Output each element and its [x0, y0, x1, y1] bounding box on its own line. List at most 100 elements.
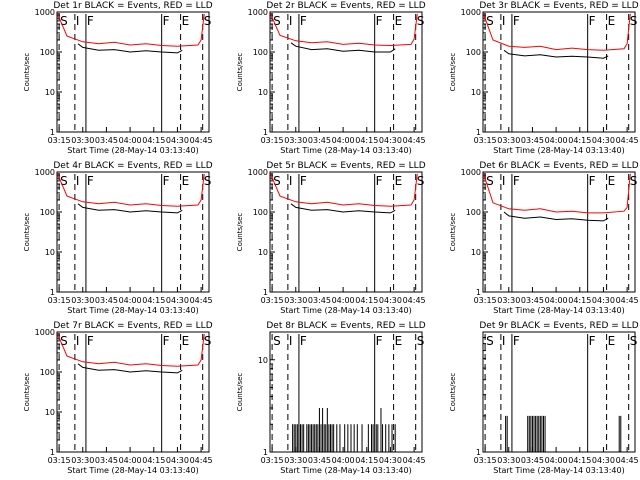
- x-tick-label: 04:45: [403, 136, 426, 145]
- series-line-events: [503, 49, 609, 59]
- plot-frame: [269, 11, 423, 133]
- x-tick-label: 03:30: [284, 136, 307, 145]
- y-tick-label: 100: [40, 368, 55, 377]
- y-axis-label: Counts/sec: [23, 53, 31, 92]
- panel-det-5: Det 5r BLACK = Events, RED = LLD 1 10 100 10…: [236, 161, 426, 315]
- x-tick-label: 04:15: [142, 456, 165, 465]
- plot-frame: [56, 171, 210, 293]
- y-tick-label: 1000: [248, 8, 268, 17]
- event-marker-label: S: [204, 334, 212, 348]
- y-tick-label: 10: [471, 88, 481, 97]
- plot-frame: [269, 171, 423, 293]
- x-tick-label: 03:30: [71, 296, 94, 305]
- event-marker-label: E: [182, 334, 190, 348]
- x-tick-label: 04:30: [592, 456, 615, 465]
- plot-frame: [482, 11, 636, 133]
- event-marker-label: F: [589, 334, 596, 348]
- x-axis-label: Start Time (28-May-14 03:13:40): [280, 466, 411, 475]
- event-marker-label: E: [395, 14, 403, 28]
- plot-frame: [482, 331, 636, 453]
- y-axis-label: Counts/sec: [236, 373, 244, 412]
- event-marker-label: F: [163, 14, 170, 28]
- series-line-events: [503, 211, 609, 222]
- event-marker-label: S: [273, 174, 281, 188]
- event-marker-label: I: [76, 174, 80, 188]
- x-axis-label: Start Time (28-May-14 03:13:40): [67, 146, 198, 155]
- y-tick-label: 10: [45, 248, 55, 257]
- x-tick-label: 03:45: [95, 136, 118, 145]
- event-marker-label: E: [182, 174, 190, 188]
- x-tick-label: 04:30: [592, 296, 615, 305]
- x-axis-label: Start Time (28-May-14 03:13:40): [493, 146, 624, 155]
- event-marker-label: F: [589, 174, 596, 188]
- x-tick-label: 04:15: [142, 136, 165, 145]
- x-tick-label: 04:45: [616, 456, 639, 465]
- panel-det-1: Det 1r BLACK = Events, RED = LLD 1 10 100 10…: [23, 1, 213, 155]
- event-marker-label: S: [417, 14, 425, 28]
- y-tick-label: 100: [466, 48, 481, 57]
- x-axis-label: Start Time (28-May-14 03:13:40): [280, 306, 411, 315]
- x-axis-label: Start Time (28-May-14 03:13:40): [493, 466, 624, 475]
- y-axis-label: Counts/sec: [236, 213, 244, 252]
- panel-title: Det 1r BLACK = Events, RED = LLD: [53, 1, 212, 11]
- event-marker-label: F: [163, 174, 170, 188]
- y-tick-label: 1: [476, 128, 481, 137]
- x-tick-label: 04:30: [166, 296, 189, 305]
- event-marker-label: S: [60, 174, 68, 188]
- x-tick-label: 03:30: [497, 296, 520, 305]
- event-marker-label: E: [608, 174, 616, 188]
- series-line-lld: [57, 333, 205, 367]
- y-tick-label: 100: [253, 48, 268, 57]
- x-tick-label: 04:00: [119, 456, 142, 465]
- series-line-lld: [483, 13, 631, 51]
- series-line-events: [290, 203, 396, 214]
- y-tick-label: 100: [466, 208, 481, 217]
- panel-title: Det 8r BLACK = Events, RED = LLD: [266, 321, 425, 331]
- series-line-lld: [270, 13, 418, 47]
- series-line-events: [77, 203, 183, 214]
- y-tick-label: 1: [476, 448, 481, 457]
- event-marker-label: I: [502, 14, 506, 28]
- y-tick-label: 1: [263, 128, 268, 137]
- panel-title: Det 7r BLACK = Events, RED = LLD: [53, 321, 212, 331]
- event-marker-label: S: [60, 14, 68, 28]
- y-axis-label: Counts/sec: [449, 213, 457, 252]
- event-marker-label: I: [76, 334, 80, 348]
- x-tick-label: 04:45: [403, 456, 426, 465]
- event-marker-label: F: [87, 174, 94, 188]
- y-tick-label: 1000: [461, 8, 481, 17]
- panel-title: Det 6r BLACK = Events, RED = LLD: [479, 161, 638, 171]
- x-tick-label: 04:30: [166, 136, 189, 145]
- event-marker-label: I: [289, 334, 293, 348]
- x-tick-label: 04:15: [355, 136, 378, 145]
- x-tick-label: 03:15: [48, 136, 71, 145]
- x-tick-label: 03:45: [308, 456, 331, 465]
- event-marker-label: F: [589, 14, 596, 28]
- x-tick-label: 04:00: [545, 296, 568, 305]
- y-tick-label: 1: [263, 288, 268, 297]
- event-marker-label: F: [87, 14, 94, 28]
- x-tick-label: 03:45: [95, 296, 118, 305]
- x-tick-label: 03:30: [71, 136, 94, 145]
- event-marker-label: F: [513, 14, 520, 28]
- panel-det-9: Det 9r BLACK = Events, RED = LLD 1 Counts/…: [449, 321, 639, 475]
- event-marker-label: S: [273, 334, 281, 348]
- event-marker-label: I: [289, 14, 293, 28]
- x-tick-label: 04:45: [403, 296, 426, 305]
- event-marker-label: F: [300, 174, 307, 188]
- x-tick-label: 04:00: [119, 136, 142, 145]
- x-tick-label: 03:15: [474, 456, 497, 465]
- event-marker-label: S: [630, 174, 638, 188]
- x-tick-label: 03:30: [284, 456, 307, 465]
- y-tick-label: 1000: [35, 168, 55, 177]
- y-tick-label: 1: [263, 448, 268, 457]
- x-tick-label: 04:30: [379, 136, 402, 145]
- event-marker-label: I: [76, 14, 80, 28]
- x-tick-label: 04:15: [568, 296, 591, 305]
- y-tick-label: 10: [471, 248, 481, 257]
- event-marker-label: S: [204, 174, 212, 188]
- panel-title: Det 5r BLACK = Events, RED = LLD: [266, 161, 425, 171]
- event-marker-label: F: [300, 334, 307, 348]
- event-marker-label: S: [486, 334, 494, 348]
